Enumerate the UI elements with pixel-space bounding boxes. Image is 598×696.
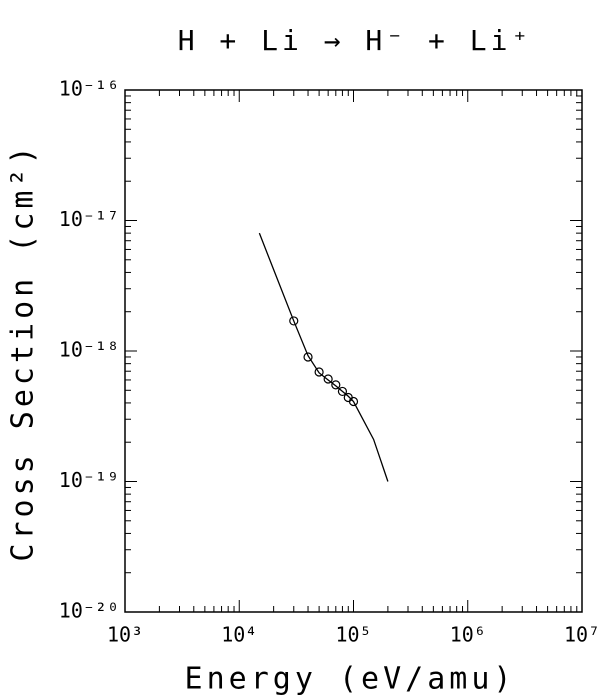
- fit-line: [258, 232, 389, 482]
- data-point: [323, 374, 333, 384]
- data-point: [343, 392, 353, 403]
- x-axis-label: Energy (eV/amu): [185, 662, 516, 696]
- y-tick-label: 10⁻²⁰: [59, 599, 119, 623]
- data-point: [331, 380, 341, 390]
- plot-frame: [124, 89, 583, 613]
- x-tick-label: 10⁴: [221, 623, 257, 647]
- x-tick-label: 10⁵: [335, 623, 371, 647]
- x-tick-label: 10⁷: [564, 623, 598, 647]
- data-point: [348, 396, 359, 407]
- data-point: [289, 316, 299, 326]
- y-tick-label: 10⁻¹⁶: [59, 77, 119, 101]
- y-axis-label: Cross Section (cm²): [6, 142, 41, 561]
- y-tick-label: 10⁻¹⁷: [59, 207, 119, 231]
- data-point: [314, 367, 324, 377]
- y-tick-label: 10⁻¹⁹: [59, 468, 119, 492]
- y-tick-label: 10⁻¹⁸: [59, 338, 119, 362]
- x-tick-label: 10³: [107, 623, 143, 647]
- chart-title: H + Li → H⁻ + Li⁺: [178, 24, 533, 57]
- x-tick-label: 10⁶: [450, 623, 486, 647]
- data-point: [303, 352, 313, 362]
- data-point: [337, 386, 348, 397]
